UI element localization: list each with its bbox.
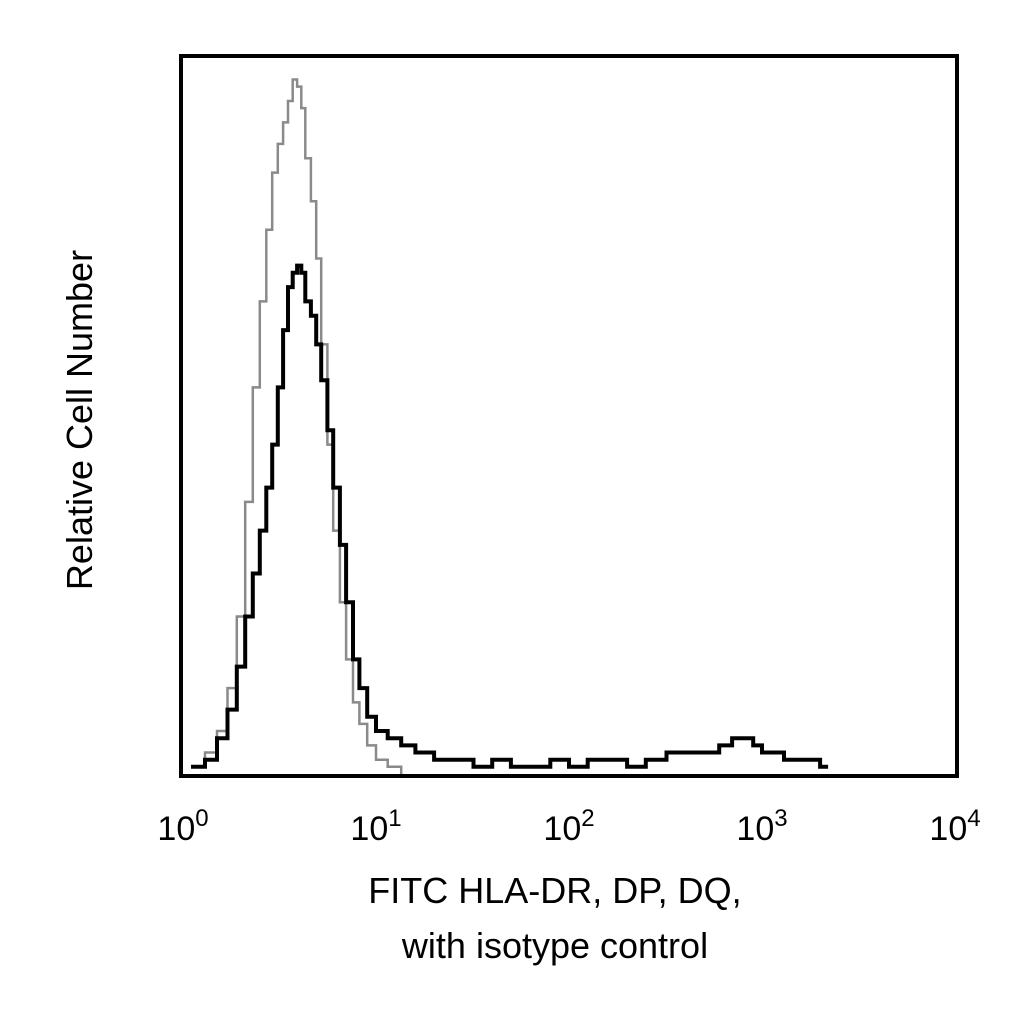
x-tick-label: 100: [157, 805, 208, 848]
x-axis-label-line-2: with isotype control: [401, 925, 708, 966]
x-tick-label: 103: [736, 805, 787, 848]
x-tick-labels: 100 101 102 103 104: [157, 805, 980, 848]
plot-frame: [179, 54, 959, 778]
x-tick-label: 102: [543, 805, 594, 848]
x-tick-label: 104: [929, 805, 980, 848]
isotype-control-series-line: [191, 78, 403, 774]
hla-dr-dp-dq-series-line: [191, 263, 829, 769]
y-axis-label: Relative Cell Number: [59, 250, 100, 590]
x-tick-label: 101: [350, 805, 401, 848]
x-axis-label-line-1: FITC HLA-DR, DP, DQ,: [368, 870, 741, 911]
series-layer: [191, 78, 829, 774]
